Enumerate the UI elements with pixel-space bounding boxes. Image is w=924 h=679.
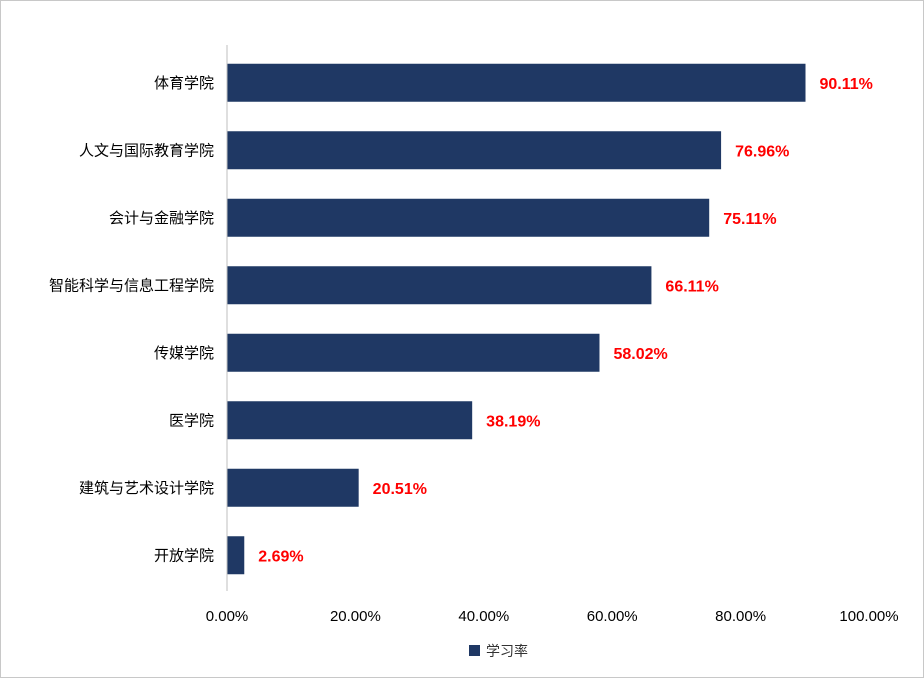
category-label: 医学院 xyxy=(169,411,214,429)
data-label: 66.11% xyxy=(665,278,718,295)
category-label: 开放学院 xyxy=(154,546,214,564)
bar xyxy=(227,266,652,305)
value-labels-group: 90.11% 76.96% 75.11% 66.11% 58.02% 38.19% 20.5… xyxy=(258,76,873,566)
category-label: 传媒学院 xyxy=(154,344,214,362)
data-label: 76.96% xyxy=(735,143,789,160)
x-tick-label: 20.00% xyxy=(330,608,381,625)
data-label: 58.02% xyxy=(613,346,667,363)
x-tick-labels-group: 0.00% 20.00% 40.00% 60.00% 80.00% 100.00% xyxy=(206,608,899,625)
bar xyxy=(227,333,600,372)
x-tick-label: 100.00% xyxy=(839,608,898,625)
bars-group xyxy=(227,63,806,575)
bar xyxy=(227,63,806,102)
legend: 学习率 xyxy=(469,643,528,660)
category-label: 人文与国际教育学院 xyxy=(79,141,214,159)
data-label: 75.11% xyxy=(723,211,776,228)
data-label: 2.69% xyxy=(258,548,303,565)
x-tick-label: 40.00% xyxy=(458,608,509,625)
bar xyxy=(227,198,710,237)
category-label: 建筑与艺术设计学院 xyxy=(79,479,214,497)
x-tick-label: 0.00% xyxy=(206,608,249,625)
data-label: 20.51% xyxy=(373,481,427,498)
x-tick-label: 80.00% xyxy=(715,608,766,625)
data-label: 38.19% xyxy=(486,413,540,430)
data-label: 90.11% xyxy=(820,76,873,93)
x-tick-label: 60.00% xyxy=(587,608,638,625)
legend-label: 学习率 xyxy=(486,643,528,660)
bar xyxy=(227,131,722,170)
category-label: 体育学院 xyxy=(154,74,214,92)
legend-swatch xyxy=(469,645,480,656)
category-label: 智能科学与信息工程学院 xyxy=(49,276,214,294)
category-label: 会计与金融学院 xyxy=(109,209,214,227)
category-labels-group: 体育学院人文与国际教育学院会计与金融学院智能科学与信息工程学院传媒学院医学院建筑… xyxy=(49,74,214,565)
bar xyxy=(227,468,359,507)
bar xyxy=(227,401,473,440)
bar xyxy=(227,536,245,575)
